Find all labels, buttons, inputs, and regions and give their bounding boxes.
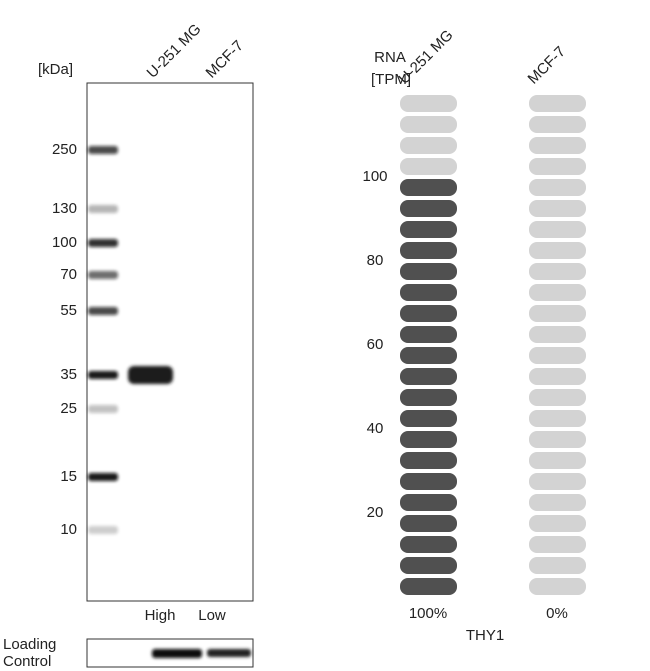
pill (529, 200, 586, 217)
marker-label: 10 (60, 521, 77, 538)
pill (400, 557, 457, 574)
unit-label: [kDa] (38, 61, 73, 78)
pill (529, 347, 586, 364)
y-tick-label: 20 (367, 504, 384, 521)
level-label: Low (198, 607, 226, 624)
gene-label: THY1 (466, 627, 504, 644)
ladder-band (88, 239, 118, 247)
pill (400, 368, 457, 385)
marker-label: 35 (60, 366, 77, 383)
pill (529, 116, 586, 133)
ladder-band (88, 205, 118, 213)
pill (529, 452, 586, 469)
loading-band (207, 649, 251, 657)
pill (400, 200, 457, 217)
ladder-band (88, 526, 118, 534)
marker-label: 15 (60, 468, 77, 485)
pill (529, 389, 586, 406)
bar (400, 95, 457, 595)
pill (400, 116, 457, 133)
pill (400, 221, 457, 238)
loading-label: Control (3, 653, 51, 670)
pill (400, 137, 457, 154)
pill (400, 452, 457, 469)
marker-label: 100 (52, 234, 77, 251)
pill (400, 431, 457, 448)
pill (529, 326, 586, 343)
pill (529, 410, 586, 427)
percent-label: 100% (409, 605, 447, 622)
blot-frame (86, 82, 254, 602)
y-tick-label: 40 (367, 420, 384, 437)
ladder-band (88, 271, 118, 279)
pill (529, 494, 586, 511)
marker-label: 250 (52, 141, 77, 158)
pill (529, 95, 586, 112)
pill (529, 473, 586, 490)
marker-label: 55 (60, 302, 77, 319)
pill (529, 515, 586, 532)
pill (400, 242, 457, 259)
pill (400, 473, 457, 490)
pill (400, 284, 457, 301)
pill (529, 158, 586, 175)
rna-header: [TPM] (371, 71, 411, 88)
pill (400, 389, 457, 406)
pill (529, 179, 586, 196)
pill (529, 368, 586, 385)
pill (400, 578, 457, 595)
marker-label: 25 (60, 400, 77, 417)
ladder-band (88, 307, 118, 315)
pill (400, 494, 457, 511)
pill (529, 263, 586, 280)
y-tick-label: 80 (367, 252, 384, 269)
ladder-band (88, 371, 118, 379)
ladder-band (88, 405, 118, 413)
sample-label: MCF-7 (525, 43, 569, 87)
pill (400, 179, 457, 196)
percent-label: 0% (546, 605, 568, 622)
pill (529, 284, 586, 301)
pill (529, 305, 586, 322)
pill (400, 410, 457, 427)
y-tick-label: 60 (367, 336, 384, 353)
bar (529, 95, 586, 595)
pill (529, 578, 586, 595)
pill (400, 263, 457, 280)
pill (400, 536, 457, 553)
pill (529, 242, 586, 259)
pill (400, 347, 457, 364)
lane-label: MCF-7 (203, 37, 247, 81)
marker-label: 130 (52, 200, 77, 217)
level-label: High (145, 607, 176, 624)
marker-label: 70 (60, 266, 77, 283)
ladder-band (88, 473, 118, 481)
lane-label: U-251 MG (144, 21, 205, 82)
pill (400, 95, 457, 112)
y-tick-label: 100 (362, 168, 387, 185)
pill (529, 137, 586, 154)
pill (400, 158, 457, 175)
pill (529, 557, 586, 574)
pill (400, 326, 457, 343)
pill (529, 221, 586, 238)
pill (529, 536, 586, 553)
band (128, 366, 173, 384)
ladder-band (88, 146, 118, 154)
rna-header: RNA (374, 49, 406, 66)
loading-band (152, 649, 202, 658)
pill (400, 305, 457, 322)
pill (400, 515, 457, 532)
loading-label: Loading (3, 636, 56, 653)
pill (529, 431, 586, 448)
